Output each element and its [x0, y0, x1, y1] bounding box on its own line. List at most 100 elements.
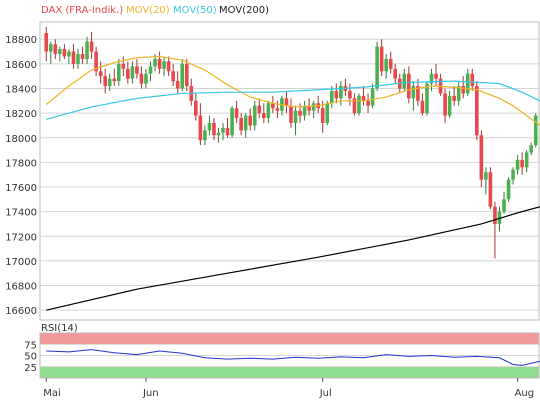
candle-body: [221, 127, 225, 133]
candle: [112, 68, 117, 87]
candle: [107, 73, 112, 91]
candle-body: [234, 108, 239, 119]
candle: [416, 78, 420, 106]
candle-body: [157, 58, 162, 69]
candle: [293, 105, 298, 136]
rsi-tick-label: 50: [24, 352, 37, 363]
price-tick-label: 18600: [5, 60, 37, 71]
candle-body: [515, 159, 520, 170]
candle: [252, 100, 257, 131]
candle-body: [529, 145, 534, 153]
candle-body: [94, 51, 98, 72]
candle-body: [420, 100, 425, 114]
candle-body: [248, 115, 253, 126]
candle-body: [484, 172, 488, 180]
candle: [502, 191, 506, 215]
price-tick-label: 18400: [5, 84, 37, 95]
candle-body: [488, 172, 493, 207]
candle: [58, 46, 62, 62]
candle-body: [429, 73, 434, 84]
candle-body: [307, 105, 311, 111]
candle-body: [339, 86, 343, 99]
candle: [289, 98, 293, 128]
candle-body: [434, 73, 438, 79]
candle: [98, 61, 103, 84]
candle-body: [352, 98, 357, 114]
candle: [203, 125, 207, 146]
candle-body: [502, 199, 506, 212]
candle-body: [384, 58, 388, 72]
candle: [212, 118, 216, 141]
candle-body: [262, 113, 266, 119]
candle: [175, 71, 180, 94]
candle-body: [366, 100, 370, 106]
legend-mov200: MOV(200): [219, 5, 269, 16]
candle: [262, 103, 266, 123]
candle: [89, 31, 94, 59]
candle: [184, 58, 189, 91]
candle-body: [506, 179, 511, 200]
x-tick-label: Aug: [515, 388, 535, 399]
x-tick-label: Jul: [319, 388, 332, 399]
candle-body: [44, 33, 49, 52]
candle: [257, 98, 262, 119]
candle-body: [407, 73, 411, 99]
candle-body: [425, 83, 429, 114]
candle: [357, 93, 361, 116]
candle-body: [348, 90, 352, 99]
rsi-line: [46, 349, 540, 366]
candle-body: [452, 95, 456, 101]
candle-body: [48, 44, 53, 52]
candle-body: [175, 81, 180, 89]
candle: [384, 54, 388, 79]
candle: [311, 100, 316, 119]
candle: [180, 58, 185, 91]
candle: [420, 93, 425, 116]
candle-body: [116, 63, 121, 82]
candle: [393, 63, 398, 84]
candle: [271, 95, 275, 114]
candle-body: [320, 108, 325, 123]
candle-body: [71, 51, 76, 64]
candle: [94, 46, 98, 77]
candle-body: [284, 98, 289, 106]
candle: [221, 122, 225, 141]
candle: [533, 113, 538, 148]
candle: [67, 49, 71, 64]
candle-body: [162, 61, 166, 69]
candle-body: [243, 115, 248, 131]
candle-body: [184, 63, 189, 87]
price-tick-label: 17400: [5, 208, 37, 219]
rsi-title: RSI(14): [41, 323, 78, 334]
candle: [506, 177, 511, 202]
candle: [248, 108, 253, 131]
price-panel: 16600 16800 17000 17200 17400 17600 17800 18000…: [5, 21, 540, 321]
candle: [339, 81, 343, 106]
candle-body: [107, 78, 112, 87]
candle-body: [520, 159, 524, 168]
candle: [366, 93, 370, 114]
candle: [243, 113, 248, 138]
candle-body: [493, 206, 497, 224]
candle: [388, 51, 393, 74]
candle-body: [416, 86, 420, 101]
candle: [329, 86, 334, 109]
candle: [162, 56, 166, 77]
candle: [148, 61, 153, 82]
candle-body: [112, 78, 117, 82]
candle: [352, 93, 357, 116]
x-tick-label: Jun: [142, 388, 159, 399]
candle-body: [379, 46, 384, 72]
price-frame: [39, 21, 540, 321]
candle-body: [370, 88, 375, 106]
candle-body: [456, 86, 461, 101]
candle: [80, 46, 85, 64]
candle: [438, 73, 443, 96]
legend-mov20: MOV(20): [126, 5, 170, 16]
candle: [370, 83, 375, 109]
candle: [53, 39, 58, 59]
candle-body: [361, 95, 366, 101]
candle-body: [357, 95, 361, 114]
candle: [402, 68, 407, 91]
